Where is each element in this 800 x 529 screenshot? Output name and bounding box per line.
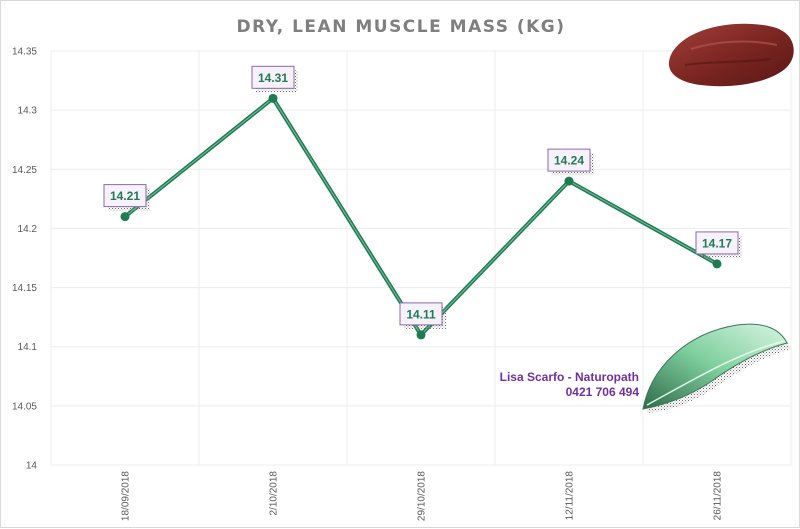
- callout-box: [695, 231, 739, 255]
- data-label-callout: 14.17: [695, 231, 742, 258]
- callout-box: [399, 302, 443, 326]
- x-tick-label: 29/10/2018: [417, 471, 428, 521]
- x-axis: 18/09/2018 2/10/2018 29/10/2018 12/11/2018 2…: [121, 471, 724, 521]
- data-label: 14.31: [258, 71, 288, 85]
- data-label: 14.17: [702, 236, 732, 250]
- gridlines: [50, 50, 792, 466]
- y-tick-label: 14: [26, 461, 38, 472]
- data-point: [712, 259, 722, 269]
- x-tick-label: 26/11/2018: [713, 471, 724, 521]
- y-axis: 14 14.05 14.1 14.15 14.2 14.25 14.3 14.35: [12, 47, 37, 472]
- callout-box: [547, 148, 591, 172]
- callout-box: [103, 184, 147, 208]
- data-point: [564, 176, 574, 186]
- x-tick-label: 2/10/2018: [269, 471, 280, 516]
- data-label: 14.11: [406, 307, 436, 321]
- y-tick-label: 14.35: [12, 47, 37, 58]
- y-tick-label: 14.2: [18, 224, 38, 235]
- series-line-highlight: [124, 97, 718, 336]
- series-line: [120, 93, 722, 340]
- data-label-callout: 14.21: [103, 184, 150, 211]
- watermark-name: Lisa Scarfo - Naturopath: [500, 370, 639, 384]
- watermark-phone: 0421 706 494: [566, 385, 640, 399]
- y-tick-label: 14.05: [12, 401, 37, 412]
- series-line-path: [123, 96, 718, 337]
- data-label: 14.24: [554, 154, 584, 168]
- data-labels: 14.21 14.31 14.11 14.24 14.17: [103, 65, 742, 329]
- chart-title: DRY, LEAN MUSCLE MASS (KG): [236, 17, 565, 37]
- data-label-callout: 14.11: [399, 302, 446, 329]
- leaf-icon: [642, 323, 791, 413]
- data-point: [120, 212, 130, 222]
- data-label: 14.21: [110, 189, 140, 203]
- meat-icon: [668, 23, 794, 87]
- data-point: [268, 93, 278, 103]
- data-label-callout: 14.31: [251, 65, 298, 93]
- y-tick-label: 14.25: [12, 165, 37, 176]
- callout-box: [251, 65, 295, 89]
- y-tick-label: 14.15: [12, 283, 37, 294]
- y-tick-label: 14.3: [18, 106, 38, 117]
- data-label-callout: 14.24: [547, 148, 594, 176]
- y-tick-label: 14.1: [18, 342, 38, 353]
- x-tick-label: 12/11/2018: [565, 471, 576, 521]
- data-point: [416, 330, 426, 340]
- x-tick-label: 18/09/2018: [121, 471, 132, 521]
